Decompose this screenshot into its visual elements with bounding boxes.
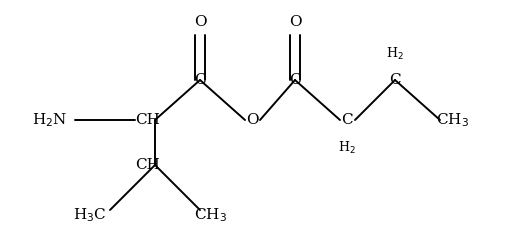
Text: C: C [194, 73, 206, 87]
Text: C: C [388, 73, 400, 87]
Text: H$_2$: H$_2$ [385, 46, 403, 62]
Text: O: O [288, 15, 300, 29]
Text: CH$_3$: CH$_3$ [193, 206, 226, 224]
Text: C: C [340, 113, 352, 127]
Text: H$_2$N: H$_2$N [32, 111, 68, 129]
Text: O: O [193, 15, 206, 29]
Text: CH: CH [135, 113, 160, 127]
Text: H$_3$C: H$_3$C [73, 206, 107, 224]
Text: C: C [289, 73, 300, 87]
Text: H$_2$: H$_2$ [337, 140, 355, 156]
Text: O: O [245, 113, 258, 127]
Text: CH: CH [135, 158, 160, 172]
Text: CH$_3$: CH$_3$ [435, 111, 468, 129]
